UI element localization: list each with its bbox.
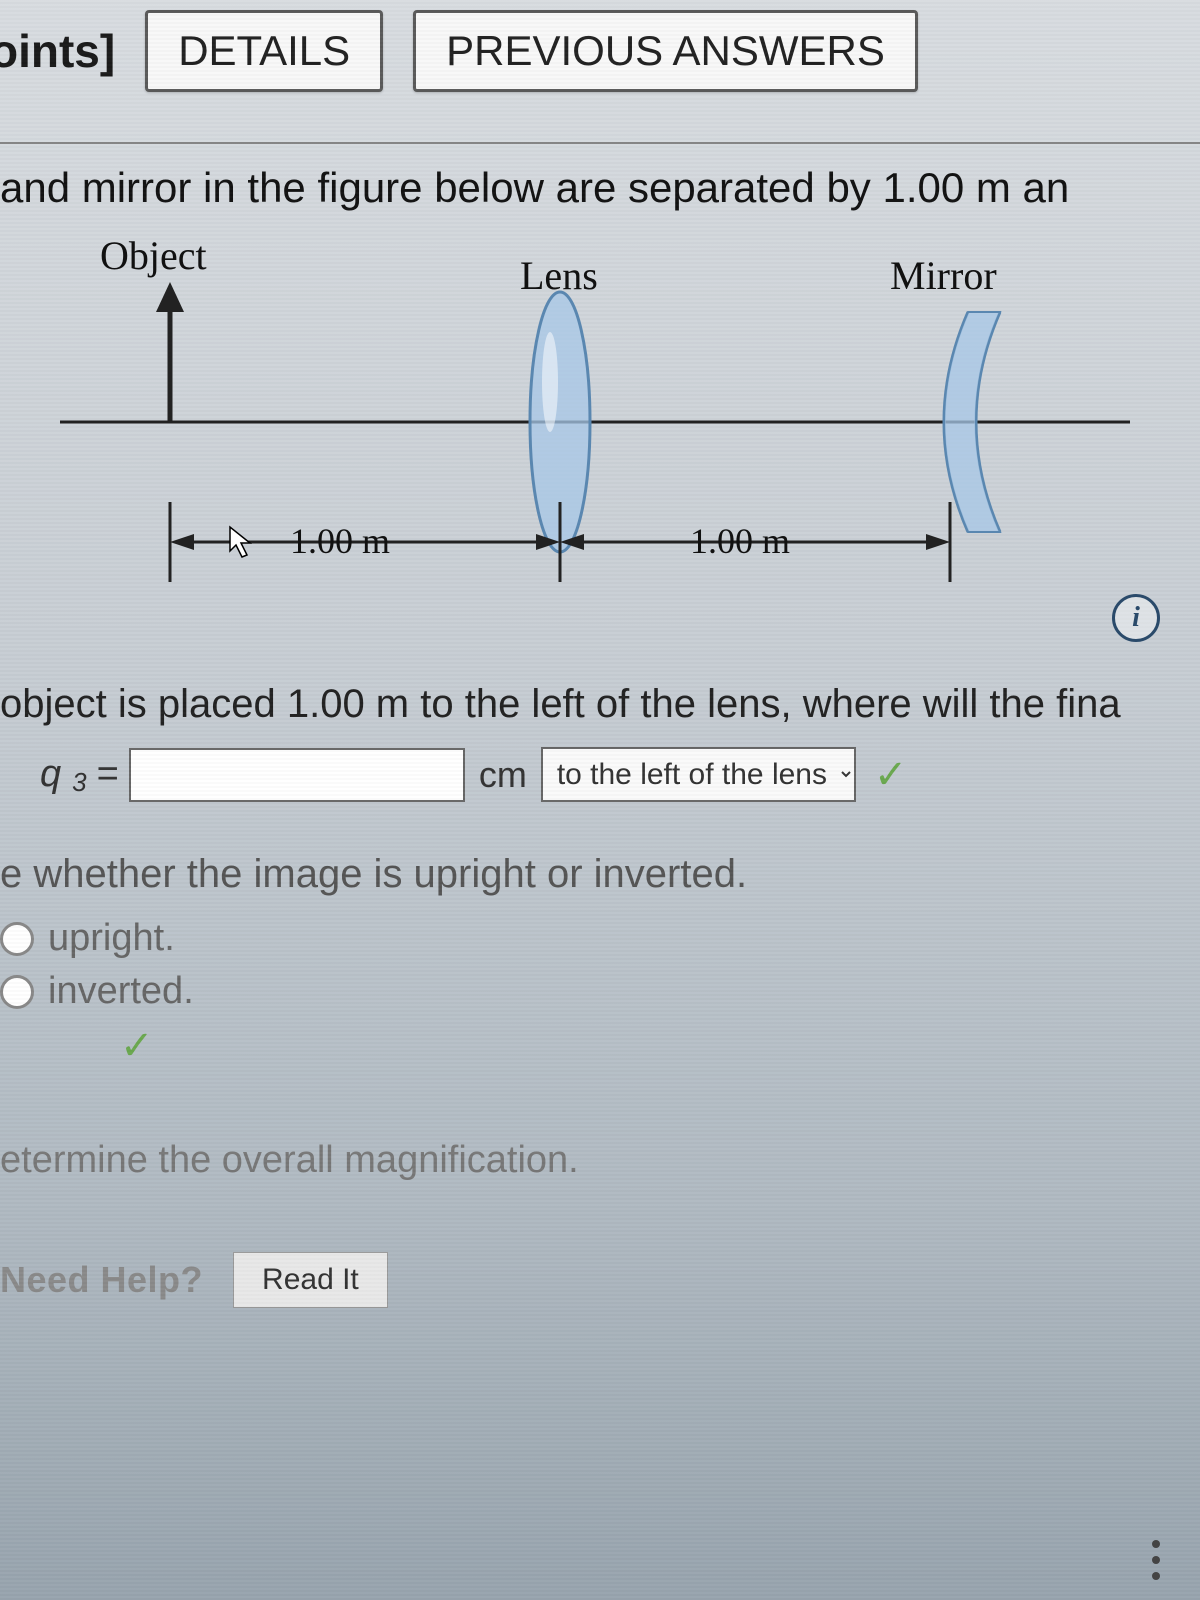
help-row: Need Help? Read It xyxy=(0,1252,1200,1308)
option-inverted-label: inverted. xyxy=(48,970,194,1013)
section-divider xyxy=(0,142,1200,144)
optics-figure: Object Lens Mirror 1.00 m 1.00 xyxy=(0,232,1200,652)
previous-answers-button[interactable]: PREVIOUS ANSWERS xyxy=(413,10,918,92)
figure-lens-label: Lens xyxy=(520,252,598,299)
checkmark-icon: ✓ xyxy=(120,1023,1200,1069)
part-c-prompt: etermine the overall magnification. xyxy=(0,1139,1200,1182)
part-a-direction-dropdown[interactable]: to the left of the lens xyxy=(541,747,856,802)
details-button[interactable]: DETAILS xyxy=(145,10,383,92)
part-a-unit: cm xyxy=(479,754,527,796)
need-help-label: Need Help? xyxy=(0,1259,203,1301)
points-label: oints] xyxy=(0,24,115,78)
figure-distance-left: 1.00 m xyxy=(290,520,390,562)
part-b-option-inverted[interactable]: inverted. xyxy=(0,970,1200,1013)
part-b-prompt: e whether the image is upright or invert… xyxy=(0,852,1200,897)
radio-icon xyxy=(0,975,34,1009)
radio-icon xyxy=(0,922,34,956)
figure-info-icon-wrap: i xyxy=(1112,594,1160,642)
figure-svg xyxy=(0,232,1200,652)
part-a-input[interactable] xyxy=(129,748,465,802)
read-it-button[interactable]: Read It xyxy=(233,1252,388,1308)
equals-sign: = xyxy=(97,753,119,796)
part-a-answer-row: q3 = cm to the left of the lens ✓ xyxy=(40,747,1200,802)
part-a-subscript: 3 xyxy=(72,767,86,798)
checkmark-icon: ✓ xyxy=(874,752,908,798)
more-options-icon[interactable] xyxy=(1152,1540,1160,1580)
figure-object-label: Object xyxy=(100,232,207,279)
part-b-option-upright[interactable]: upright. xyxy=(0,917,1200,960)
figure-mirror-label: Mirror xyxy=(890,252,997,299)
header-row: oints] DETAILS PREVIOUS ANSWERS xyxy=(0,0,1200,112)
question-intro: and mirror in the figure below are separ… xyxy=(0,164,1200,212)
part-a-prompt: object is placed 1.00 m to the left of t… xyxy=(0,682,1200,727)
info-icon[interactable]: i xyxy=(1112,594,1160,642)
figure-distance-right: 1.00 m xyxy=(690,520,790,562)
part-a-variable: q xyxy=(40,753,62,796)
option-upright-label: upright. xyxy=(48,917,175,960)
